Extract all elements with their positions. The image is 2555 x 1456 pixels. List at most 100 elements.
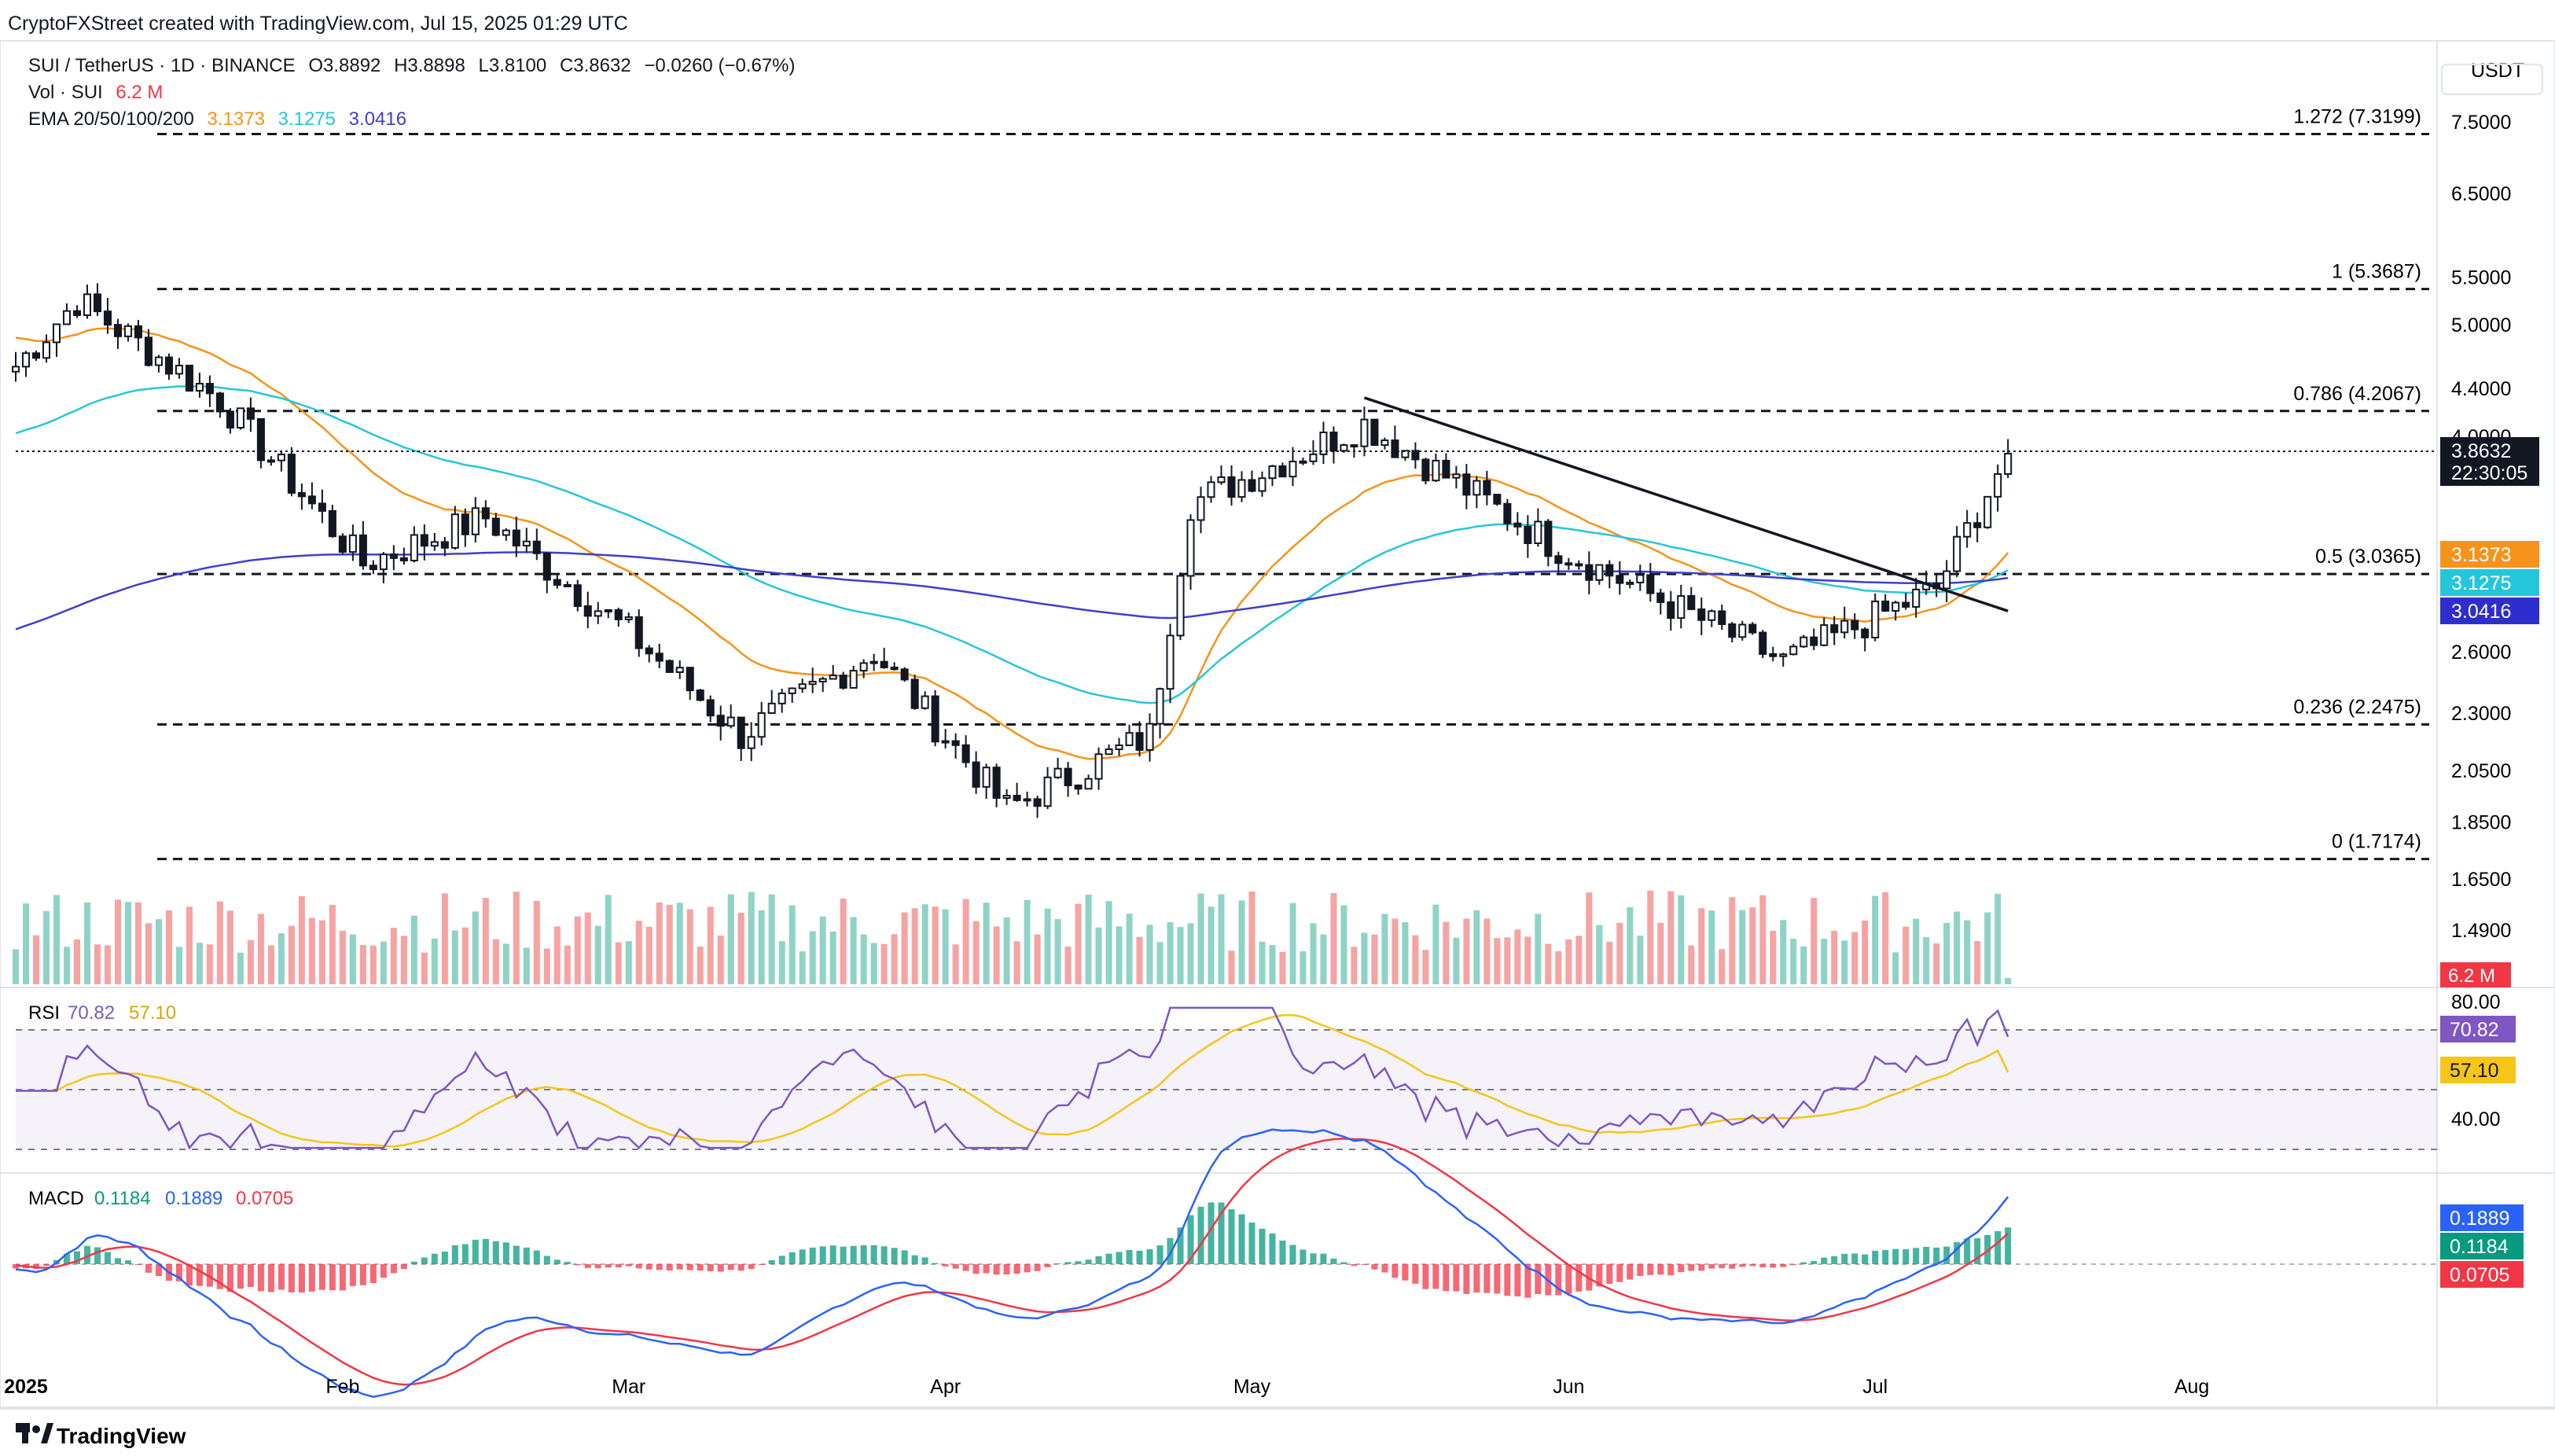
candle	[1217, 476, 1226, 483]
candle	[1033, 798, 1042, 807]
volume-bar	[83, 903, 90, 984]
candle	[1258, 477, 1266, 492]
volume-bar	[717, 935, 724, 984]
candle	[941, 740, 950, 744]
volume-bar	[972, 921, 980, 984]
volume-bar	[932, 906, 939, 984]
volume-bar	[1422, 950, 1429, 984]
candle	[481, 507, 490, 520]
volume-bar	[594, 925, 601, 984]
macd-hist-bar	[1218, 1202, 1225, 1264]
macd-hist-bar	[1667, 1264, 1675, 1276]
macd-hist-bar	[1453, 1264, 1460, 1292]
candle	[583, 605, 592, 617]
candle	[910, 678, 919, 709]
macd-hist-bar	[1759, 1264, 1766, 1267]
volume-bar	[1739, 910, 1746, 984]
volume-bar	[1627, 906, 1634, 984]
rsi-legend-value: 70.82	[68, 1002, 115, 1024]
descending-trendline[interactable]	[1363, 396, 2009, 612]
candle	[461, 513, 469, 535]
candle	[1636, 574, 1645, 583]
macd-hist-bar	[1504, 1264, 1511, 1296]
volume-bar	[216, 901, 223, 984]
macd-hist-bar	[1811, 1260, 1818, 1264]
macd-hist-bar	[288, 1264, 295, 1292]
volume-bar	[1800, 946, 1807, 984]
price-tick: 2.3000	[2451, 703, 2511, 725]
volume-bar	[625, 941, 632, 984]
volume-bar	[1575, 936, 1583, 984]
candle	[1156, 688, 1164, 725]
macd-hist-bar	[1197, 1206, 1204, 1264]
candle	[1524, 525, 1532, 545]
volume-bar	[349, 934, 356, 984]
volume-bar	[1054, 919, 1061, 984]
rsi-tick-40: 40.00	[2451, 1109, 2501, 1131]
candle	[675, 667, 684, 673]
macd-hist-bar	[216, 1264, 223, 1289]
macd-hist-bar	[1443, 1264, 1450, 1292]
candle	[410, 534, 418, 562]
volume-bar	[993, 926, 1000, 984]
volume-bar	[431, 938, 438, 984]
symbol-name[interactable]: SUI / TetherUS · 1D · BINANCE	[28, 55, 296, 76]
ema20-badge	[2440, 541, 2539, 568]
candle	[1789, 645, 1798, 656]
macd-label[interactable]: MACD	[28, 1188, 84, 1209]
macd-hist-bar	[584, 1264, 591, 1268]
macd-hist-bar	[1902, 1249, 1910, 1264]
time-tick: 2025	[4, 1376, 48, 1398]
candle	[737, 716, 745, 749]
ohlc-change: −0.0260 (−0.67%)	[644, 55, 796, 76]
volume-bar	[1831, 930, 1838, 984]
currency-label[interactable]: USDT	[2471, 60, 2524, 82]
macd-hist-bar	[993, 1264, 1000, 1275]
signal-badge	[2440, 1261, 2524, 1288]
macd-hist-bar	[1657, 1264, 1664, 1275]
volume-bar	[53, 895, 61, 984]
macd-hist-bar	[1851, 1253, 1858, 1264]
candle	[1891, 601, 1900, 612]
volume-bar	[676, 903, 683, 984]
macd-hist-bar	[1248, 1223, 1255, 1264]
time-axis[interactable]: 2025 Feb Mar Apr May Jun Jul Aug	[4, 1376, 2209, 1398]
candle	[1728, 623, 1737, 638]
volume-value: 6.2 M	[116, 82, 164, 103]
macd-hist-bar	[1596, 1264, 1603, 1287]
volume-bar	[564, 945, 571, 984]
macd-hist-bar	[1013, 1264, 1020, 1274]
fib-label: 1.272 (7.3199)	[2293, 105, 2421, 127]
candle	[1135, 732, 1144, 751]
candle	[1646, 574, 1655, 594]
volume-bar	[1024, 899, 1031, 984]
macd-hist-bar	[1841, 1253, 1848, 1264]
macd-hist-bar	[880, 1246, 888, 1264]
volume-label[interactable]: Vol · SUI	[28, 82, 103, 103]
volume-bar	[1504, 937, 1511, 984]
candle	[604, 609, 612, 612]
macd-hist-bar	[1831, 1256, 1838, 1264]
macd-hist-bar	[308, 1264, 315, 1292]
macd-hist-bar	[1371, 1264, 1378, 1270]
candle	[236, 407, 244, 429]
tradingview-logo[interactable]: TradingView	[16, 1423, 186, 1448]
macd-hist-bar	[1974, 1238, 1981, 1264]
fib-levels: 1.272 (7.3199) 1 (5.3687) 0.786 (4.2067) 0.…	[157, 105, 2429, 861]
candle	[195, 383, 204, 392]
trendline[interactable]	[1363, 396, 2009, 612]
volume-bar	[1821, 939, 1828, 984]
macd-hist-bar	[1790, 1264, 1797, 1266]
candle	[1391, 439, 1399, 458]
candle	[1105, 748, 1113, 756]
candle	[573, 584, 582, 608]
volume-bar	[819, 916, 826, 984]
candle	[1616, 575, 1624, 584]
ema-label[interactable]: EMA 20/50/100/200	[28, 108, 194, 130]
rsi-label[interactable]: RSI	[28, 1002, 60, 1024]
price-axis[interactable]: 7.50006.50005.50005.00004.40004.00002.60…	[2451, 112, 2511, 942]
macd-hist-bar	[1126, 1249, 1133, 1264]
volume-bar	[1524, 936, 1531, 984]
macd-hist-bar	[564, 1262, 571, 1264]
